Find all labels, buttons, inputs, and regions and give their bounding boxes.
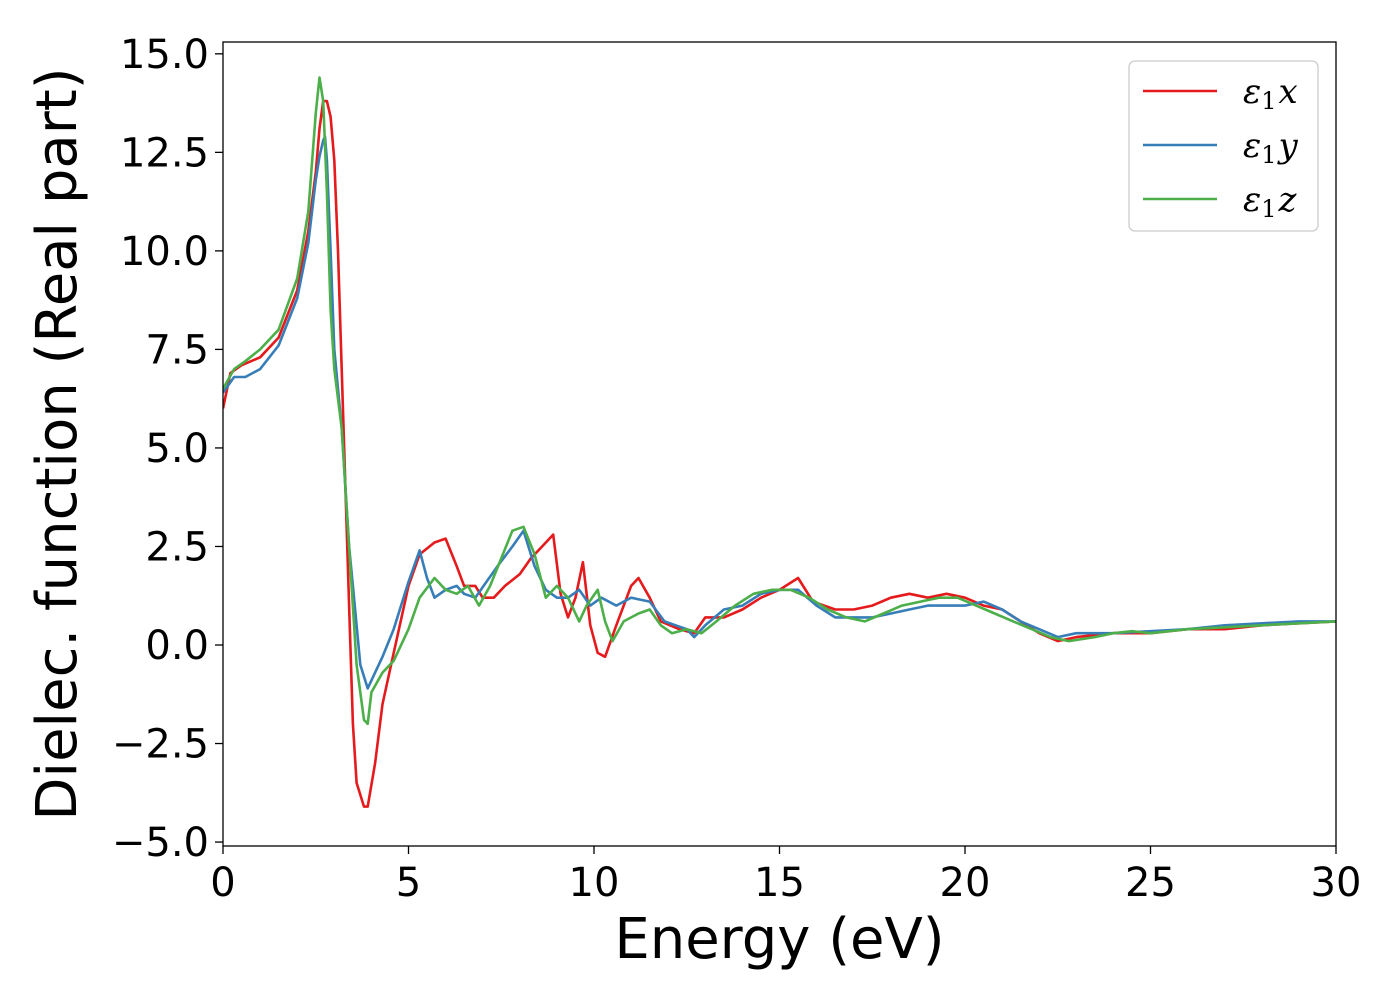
legend-label: ε1x [1243, 72, 1298, 115]
x-tick-label: 25 [1125, 860, 1176, 906]
x-tick-label: 15 [754, 860, 805, 906]
x-tick-label: 20 [940, 860, 991, 906]
y-axis-label: Dielec. function (Real part) [25, 67, 90, 820]
y-tick-label: 7.5 [145, 327, 209, 373]
x-tick-label: 5 [396, 860, 421, 906]
series-line-z [223, 76, 1336, 726]
y-tick-label: 10.0 [120, 229, 209, 275]
y-tick-label: 15.0 [120, 32, 209, 78]
y-tick-label: 0.0 [145, 623, 209, 669]
y-tick-label: 2.5 [145, 524, 209, 570]
y-tick-label: 5.0 [145, 426, 209, 472]
x-axis-label: Energy (eV) [614, 907, 944, 972]
x-tick-label: 0 [210, 860, 235, 906]
legend-label: ε1z [1243, 180, 1298, 223]
legend: ε1x ε1y ε1z [1128, 60, 1319, 232]
x-tick-label: 30 [1311, 860, 1362, 906]
legend-box [1128, 60, 1319, 232]
y-tick-label: −5.0 [112, 820, 209, 866]
y-tick-label: 12.5 [120, 130, 209, 176]
y-axis-ticks: −5.0 −2.5 0.0 2.5 5.0 7.5 10.0 12.5 15.0 [112, 32, 223, 866]
plot-lines [223, 76, 1336, 808]
y-tick-label: −2.5 [112, 722, 209, 768]
x-tick-label: 10 [569, 860, 620, 906]
legend-label: ε1y [1243, 126, 1299, 169]
x-axis-ticks: 0 5 10 15 20 25 30 [210, 846, 1361, 906]
